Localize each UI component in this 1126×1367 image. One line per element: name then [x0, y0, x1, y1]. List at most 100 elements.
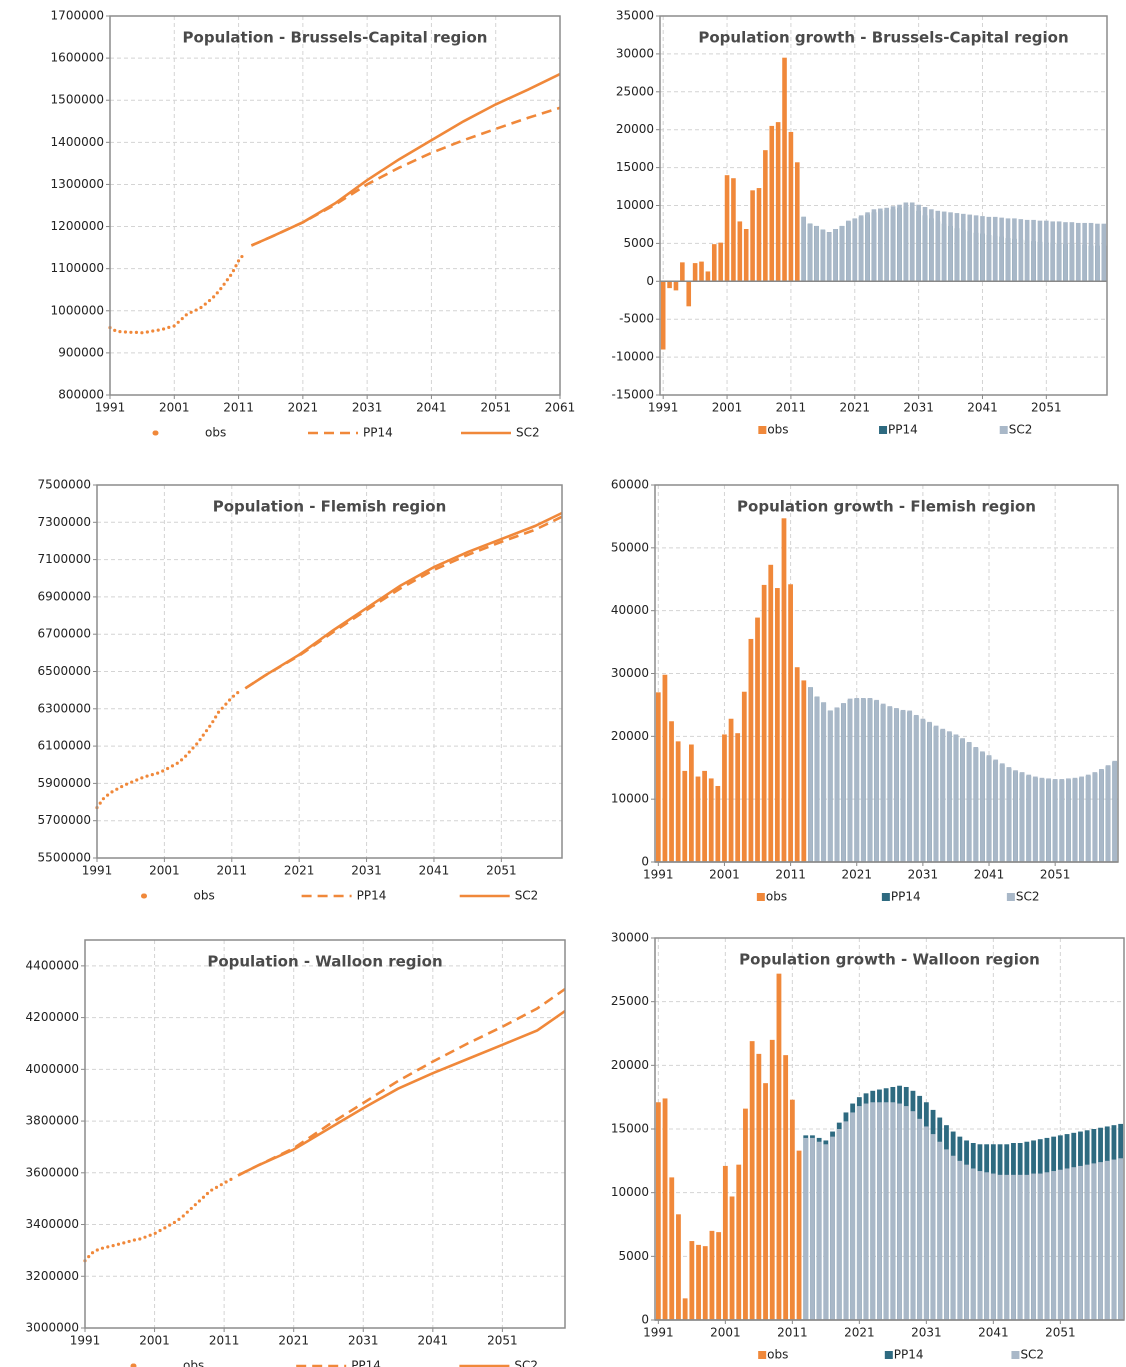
x-tick-label: 2001: [712, 401, 743, 415]
bar: [852, 218, 858, 282]
bar: [856, 1106, 862, 1320]
bar: [1069, 222, 1075, 282]
y-tick-label: 10000: [616, 198, 654, 212]
bar: [1098, 1162, 1103, 1320]
y-tick-label: 1200000: [51, 219, 104, 233]
y-tick-label: 1500000: [51, 93, 104, 107]
bar: [1052, 779, 1058, 862]
bar: [682, 770, 688, 862]
bar: [834, 707, 840, 862]
bar: [761, 584, 767, 862]
bar: [970, 1168, 976, 1320]
bar: [839, 225, 845, 282]
bar: [973, 747, 979, 862]
bar: [927, 721, 932, 862]
bar: [1006, 767, 1012, 862]
y-tick-label: 60000: [611, 478, 649, 492]
x-tick-label: 1991: [643, 868, 674, 882]
bar: [890, 206, 896, 282]
y-tick-label: 7100000: [38, 552, 91, 566]
bar: [702, 770, 707, 862]
legend-swatch: [756, 893, 765, 901]
bar: [1085, 774, 1091, 862]
legend-label: SC2: [1016, 890, 1040, 904]
bar: [920, 718, 926, 862]
bar: [769, 125, 775, 282]
bar: [826, 232, 832, 282]
bar: [689, 1241, 695, 1320]
bar: [827, 710, 833, 862]
legend-label: SC2: [516, 426, 540, 440]
bar: [877, 1102, 882, 1320]
bar: [1037, 1173, 1043, 1320]
legend-label: PP14: [363, 426, 393, 440]
bar: [808, 687, 813, 862]
x-tick-label: 2021: [278, 1334, 309, 1348]
bar: [961, 213, 966, 282]
bar: [1037, 220, 1043, 282]
y-tick-label: -10000: [611, 350, 654, 364]
bar: [1099, 769, 1104, 862]
legend-swatch: [1011, 1351, 1020, 1359]
bar: [910, 1111, 916, 1320]
y-tick-label: 15000: [616, 160, 654, 174]
legend-label: SC2: [1009, 423, 1033, 437]
y-tick-label: 15000: [611, 1122, 649, 1136]
x-tick-label: 1991: [648, 401, 679, 415]
x-tick-label: 1991: [643, 1326, 674, 1340]
bar: [1011, 1174, 1016, 1320]
bar: [775, 122, 781, 282]
bar: [1101, 223, 1107, 282]
bar: [1018, 219, 1024, 282]
bar: [1105, 765, 1111, 862]
bar: [718, 242, 723, 282]
y-tick-label: 3000000: [26, 1321, 79, 1335]
y-tick-label: 6900000: [38, 589, 91, 603]
y-tick-label: 5700000: [38, 813, 91, 827]
bar: [957, 1160, 963, 1320]
bar: [715, 785, 721, 862]
bar: [860, 698, 866, 862]
y-tick-label: 7300000: [38, 515, 91, 529]
bar: [768, 564, 774, 862]
legend-label: PP14: [351, 1359, 381, 1367]
x-tick-label: 2001: [139, 1334, 170, 1348]
bar: [940, 728, 946, 862]
bar: [1050, 221, 1056, 282]
bar: [814, 696, 820, 862]
bar: [1046, 778, 1051, 862]
bar: [967, 214, 973, 282]
x-tick-label: 2041: [419, 864, 450, 878]
bar: [1024, 219, 1030, 282]
bar: [903, 1106, 909, 1320]
bar: [788, 584, 793, 862]
x-tick-label: 2011: [217, 864, 248, 878]
bar: [814, 225, 819, 282]
x-tick-label: 2021: [288, 401, 319, 415]
bar: [946, 731, 952, 862]
y-tick-label: 4200000: [26, 1010, 79, 1024]
y-tick-label: 6500000: [38, 664, 91, 678]
bar: [917, 1118, 923, 1320]
series-line: [95, 690, 241, 810]
bar: [705, 271, 711, 282]
bar: [667, 281, 672, 289]
bar: [729, 1196, 735, 1320]
bar: [711, 244, 717, 282]
bar: [874, 699, 879, 862]
x-tick-label: 1991: [95, 401, 126, 415]
bar: [894, 708, 899, 862]
bar: [973, 215, 979, 282]
bar: [1044, 220, 1049, 282]
bar: [1088, 222, 1094, 282]
bar: [1013, 770, 1018, 862]
series-line: [237, 1010, 566, 1177]
series-line: [83, 1177, 233, 1263]
chart-title: Population - Flemish region: [213, 498, 447, 516]
bar: [692, 263, 698, 282]
x-tick-label: 2031: [903, 401, 934, 415]
bar: [843, 1121, 849, 1320]
bar: [686, 281, 692, 307]
legend-label: SC2: [515, 889, 539, 903]
y-tick-label: 4000000: [26, 1062, 79, 1076]
